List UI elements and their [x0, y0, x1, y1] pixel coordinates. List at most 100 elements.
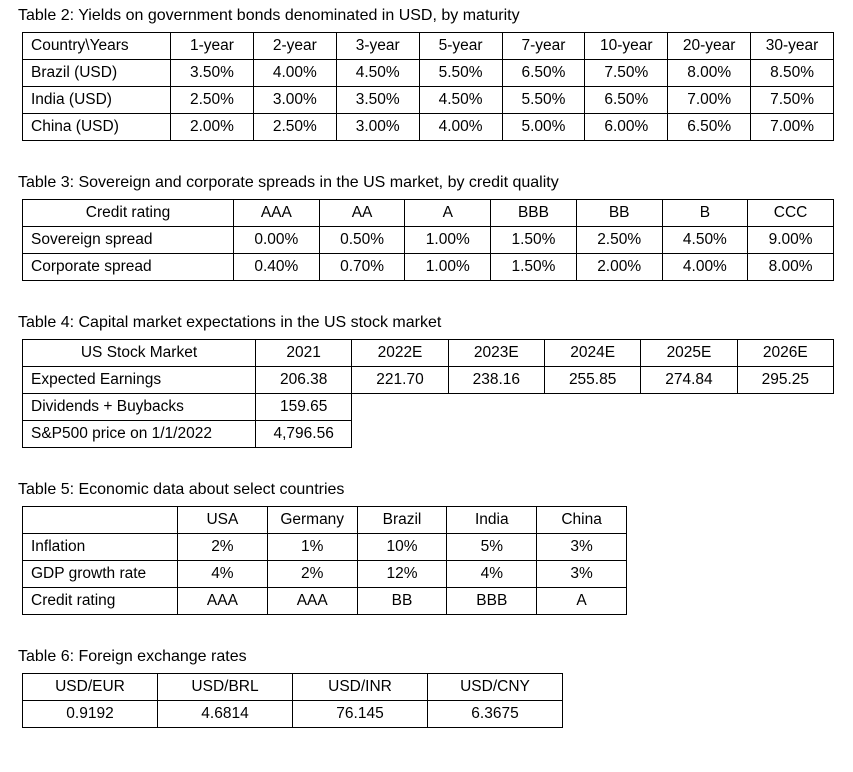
cell-value: 7.50%	[750, 86, 834, 114]
financial-tables-document: Table 2: Yields on government bonds deno…	[18, 6, 843, 728]
table-4-title: Table 4: Capital market expectations in …	[18, 314, 442, 331]
table-row: China (USD) 2.00% 2.50% 3.00% 4.00% 5.00% 6.00…	[22, 113, 834, 141]
table-row: Credit rating AAA AAA BB BBB A	[22, 587, 627, 615]
table-row: Sovereign spread 0.00% 0.50% 1.00% 1.50% 2.50…	[22, 226, 834, 254]
cell-value: 2.50%	[252, 113, 337, 141]
table-row: Brazil (USD) 3.50% 4.00% 4.50% 5.50% 6.50% 7.5…	[22, 59, 834, 87]
column-header: 2022E	[351, 339, 449, 367]
column-header: 1-year	[170, 32, 254, 60]
cell-value: 1.50%	[490, 226, 577, 254]
row-label: Dividends + Buybacks	[22, 393, 256, 421]
column-header: 5-year	[418, 32, 503, 60]
section-table-2-bond-yields: Table 2: Yields on government bonds deno…	[18, 6, 843, 141]
cell-value: 3.00%	[252, 86, 337, 114]
table-6-title: Table 6: Foreign exchange rates	[18, 648, 247, 665]
column-header: 2026E	[736, 339, 834, 367]
table-2-bond-yields: Country\Years 1-year 2-year 3-year 5-year 7-y…	[22, 32, 834, 141]
cell-value: 4.50%	[335, 59, 420, 87]
empty-cell	[352, 421, 448, 448]
cell-value: 5.50%	[418, 59, 503, 87]
column-header: 2025E	[640, 339, 738, 367]
cell-value: 2.00%	[170, 113, 254, 141]
column-header: AAA	[233, 199, 320, 227]
empty-cell	[448, 394, 544, 421]
cell-value: 4,796.56	[254, 420, 353, 448]
table-row: Inflation 2% 1% 10% 5% 3%	[22, 533, 627, 561]
column-header: Brazil	[356, 506, 448, 534]
section-table-3-credit-spreads: Table 3: Sovereign and corporate spreads…	[18, 173, 843, 281]
cell-value: 7.00%	[750, 113, 834, 141]
cell-value: 3.00%	[335, 113, 420, 141]
cell-value: 0.50%	[318, 226, 406, 254]
header-row: USA Germany Brazil India China	[22, 506, 627, 534]
column-header: B	[661, 199, 749, 227]
cell-value: 4.00%	[252, 59, 337, 87]
table-4-capital-market-expectations: US Stock Market 2021 2022E 2023E 2024E 2025E 2…	[22, 339, 834, 448]
column-header: BBB	[490, 199, 577, 227]
cell-value: 6.50%	[501, 59, 586, 87]
table-row: Expected Earnings 206.38 221.70 238.16 255.8…	[22, 366, 834, 394]
cell-value: 6.3675	[427, 700, 563, 728]
column-header: 7-year	[501, 32, 586, 60]
cell-value: 8.00%	[747, 253, 834, 281]
cell-value: 5.50%	[501, 86, 586, 114]
column-header: 30-year	[750, 32, 834, 60]
empty-cell	[352, 394, 448, 421]
section-table-5-economic-data: Table 5: Economic data about select coun…	[18, 480, 843, 615]
column-header: 10-year	[584, 32, 669, 60]
cell-value: 6.50%	[584, 86, 669, 114]
row-label: China (USD)	[22, 113, 171, 141]
row-label: Sovereign spread	[22, 226, 234, 254]
cell-value: 206.38	[254, 366, 353, 394]
row-label: S&P500 price on 1/1/2022	[22, 420, 256, 448]
cell-value: 0.70%	[318, 253, 406, 281]
column-header: 3-year	[335, 32, 420, 60]
cell-value: 1%	[266, 533, 358, 561]
row-label: Inflation	[22, 533, 178, 561]
cell-value: 2.00%	[575, 253, 663, 281]
section-table-6-fx-rates: Table 6: Foreign exchange rates USD/EUR U…	[18, 647, 843, 728]
table-3-credit-spreads: Credit rating AAA AA A BBB BB B CCC Sovereign sp…	[22, 199, 834, 281]
header-row: US Stock Market 2021 2022E 2023E 2024E 2025E 2…	[22, 339, 834, 367]
cell-value: BBB	[446, 587, 538, 615]
cell-value: 10%	[356, 533, 448, 561]
cell-value: 7.00%	[667, 86, 752, 114]
cell-value: A	[536, 587, 627, 615]
cell-value: AAA	[177, 587, 268, 615]
table-row: Dividends + Buybacks 159.65	[22, 393, 834, 421]
cell-value: 1.00%	[404, 226, 492, 254]
cell-value: 2%	[177, 533, 268, 561]
column-header: BB	[575, 199, 663, 227]
cell-value: 238.16	[447, 366, 545, 394]
table-row: 0.9192 4.6814 76.145 6.3675	[22, 700, 563, 728]
table-3-title: Table 3: Sovereign and corporate spreads…	[18, 174, 559, 191]
header-row: Country\Years 1-year 2-year 3-year 5-year 7-y…	[22, 32, 834, 60]
empty-cell	[544, 421, 640, 448]
row-label: India (USD)	[22, 86, 171, 114]
column-header: 2023E	[447, 339, 545, 367]
column-header: USD/EUR	[22, 673, 158, 701]
column-header: US Stock Market	[22, 339, 256, 367]
cell-value: 8.50%	[750, 59, 834, 87]
table-row: GDP growth rate 4% 2% 12% 4% 3%	[22, 560, 627, 588]
empty-cell	[448, 421, 544, 448]
cell-value: 4%	[446, 560, 538, 588]
cell-value: 1.50%	[490, 253, 577, 281]
cell-value: 2.50%	[170, 86, 254, 114]
cell-value: 4%	[177, 560, 268, 588]
header-row: USD/EUR USD/BRL USD/INR USD/CNY	[22, 673, 563, 701]
column-header: USD/INR	[292, 673, 428, 701]
column-header: 2024E	[543, 339, 642, 367]
column-header: Credit rating	[22, 199, 234, 227]
cell-value: 3.50%	[335, 86, 420, 114]
empty-cell	[544, 394, 640, 421]
section-table-4-capital-market-expectations: Table 4: Capital market expectations in …	[18, 313, 843, 448]
table-5-economic-data: USA Germany Brazil India China Inflation 2% 1% 1…	[22, 506, 627, 615]
cell-value: 4.00%	[418, 113, 503, 141]
table-2-title: Table 2: Yields on government bonds deno…	[18, 7, 520, 24]
cell-value: 0.40%	[233, 253, 320, 281]
row-label: GDP growth rate	[22, 560, 178, 588]
cell-value: 76.145	[292, 700, 428, 728]
column-header: India	[446, 506, 538, 534]
column-header: China	[536, 506, 627, 534]
